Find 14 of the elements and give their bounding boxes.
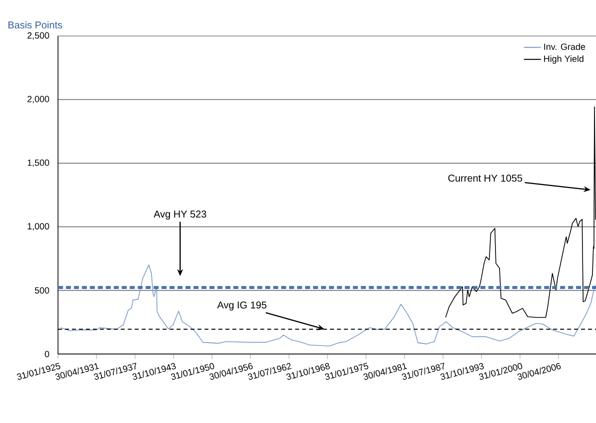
y-tick-label: 2,000: [27, 96, 50, 104]
annotation: Avg IG 195: [217, 301, 266, 310]
y-tick-label: 1,000: [28, 223, 50, 230]
y-axis-title: Basis Points: [8, 21, 62, 28]
y-tick-label: 0: [44, 350, 50, 358]
line-series: [445, 106, 596, 318]
legend-label: Inv. Grade: [544, 43, 586, 50]
annotation: Current HY 1055: [448, 174, 522, 182]
y-tick-label: 500: [34, 287, 50, 294]
line-series: [60, 264, 596, 346]
annotation: Avg HY 523: [154, 210, 206, 220]
legend-label: High Yield: [544, 55, 584, 64]
y-tick-label: 2,500: [27, 32, 50, 40]
y-tick-label: 1,500: [28, 159, 50, 167]
